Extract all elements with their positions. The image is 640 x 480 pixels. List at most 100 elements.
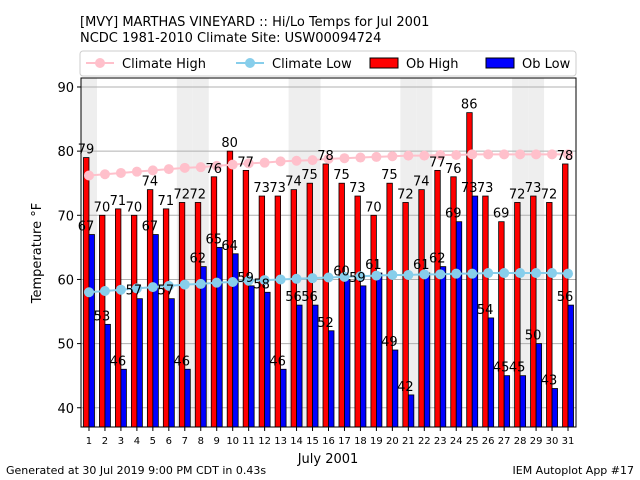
climate-high-point xyxy=(179,162,190,173)
x-tick-label: 24 xyxy=(450,436,463,447)
x-tick-label: 30 xyxy=(546,436,559,447)
climate-low-point xyxy=(259,275,270,286)
climate-high-point xyxy=(435,149,446,160)
ob-high-label: 76 xyxy=(205,162,222,177)
ob-low-label: 67 xyxy=(142,220,159,235)
chart-title-line2: NCDC 1981-2010 Climate Site: USW00094724 xyxy=(80,31,381,46)
ob-low-bar xyxy=(88,234,95,428)
climate-high-point xyxy=(403,150,414,161)
ob-high-label: 80 xyxy=(221,136,238,151)
x-tick-label: 17 xyxy=(338,436,351,447)
ob-high-bar xyxy=(530,195,537,428)
climate-low-point xyxy=(435,269,446,280)
ob-low-bar xyxy=(296,304,303,428)
ob-high-label: 75 xyxy=(301,168,318,183)
climate-low-point xyxy=(323,272,334,283)
climate-low-point xyxy=(115,284,126,295)
ob-high-bar xyxy=(418,189,425,428)
x-tick-label: 13 xyxy=(274,436,287,447)
climate-high-point xyxy=(259,157,270,168)
ob-high-bar xyxy=(498,221,505,428)
climate-high-point xyxy=(387,151,398,162)
climate-high-point xyxy=(115,167,126,178)
ob-high-label: 73 xyxy=(269,181,286,196)
x-tick-label: 6 xyxy=(166,436,172,447)
ob-high-bar xyxy=(115,208,122,428)
ob-low-bar xyxy=(200,266,207,428)
ob-low-bar xyxy=(344,279,351,428)
climate-low-point xyxy=(307,273,318,284)
ob-low-label: 62 xyxy=(189,252,206,267)
climate-low-point xyxy=(483,268,494,279)
climate-high-point xyxy=(547,149,558,160)
ob-low-label: 46 xyxy=(269,354,286,369)
legend-label: Ob Low xyxy=(522,57,571,72)
ob-low-bar xyxy=(407,394,415,428)
x-tick-label: 15 xyxy=(306,436,319,447)
climate-high-point xyxy=(531,149,542,160)
legend-label: Climate High xyxy=(122,57,206,72)
climate-low-point xyxy=(99,285,110,296)
ob-high-label: 70 xyxy=(126,200,143,215)
ob-low-bar xyxy=(439,266,447,428)
ob-high-label: 86 xyxy=(461,98,478,113)
climate-high-point xyxy=(563,149,574,160)
ob-low-label: 64 xyxy=(221,239,238,254)
climate-high-point xyxy=(99,169,110,180)
legend-label: Ob High xyxy=(406,57,459,72)
ob-low-label: 69 xyxy=(445,207,462,222)
ob-high-bar xyxy=(162,208,170,428)
ob-high-label: 73 xyxy=(349,181,366,196)
climate-low-point xyxy=(83,287,94,298)
climate-high-point xyxy=(291,155,302,166)
climate-low-point xyxy=(499,268,510,279)
ob-low-label: 57 xyxy=(158,284,175,299)
climate-low-point xyxy=(371,270,382,281)
climate-high-point xyxy=(419,150,430,161)
ob-low-label: 56 xyxy=(557,290,574,305)
climate-high-point xyxy=(371,151,382,162)
ob-low-label: 57 xyxy=(126,284,143,299)
x-tick-label: 10 xyxy=(226,436,239,447)
ob-low-label: 53 xyxy=(94,309,111,324)
x-tick-label: 4 xyxy=(134,436,140,447)
climate-high-point xyxy=(499,149,510,160)
ob-high-label: 73 xyxy=(477,181,494,196)
ob-high-bar xyxy=(290,189,297,428)
x-tick-label: 20 xyxy=(386,436,399,447)
ob-high-bar xyxy=(242,169,250,428)
x-tick-label: 25 xyxy=(466,436,479,447)
y-tick-label: 60 xyxy=(57,273,74,288)
legend-label: Climate Low xyxy=(272,57,352,72)
x-tick-label: 26 xyxy=(482,436,495,447)
ob-high-bar xyxy=(546,202,553,428)
ob-low-bar xyxy=(120,368,127,428)
ob-low-bar xyxy=(104,323,111,428)
ob-high-label: 72 xyxy=(397,187,414,202)
x-tick-label: 31 xyxy=(562,436,575,447)
ob-low-bar xyxy=(248,285,255,428)
x-tick-label: 19 xyxy=(370,436,383,447)
x-tick-label: 21 xyxy=(402,436,415,447)
climate-low-point xyxy=(515,268,526,279)
ob-low-label: 56 xyxy=(301,290,318,305)
climate-low-point xyxy=(403,269,414,280)
ob-low-label: 46 xyxy=(174,354,191,369)
legend-marker xyxy=(95,58,105,68)
climate-low-point xyxy=(547,268,558,279)
ob-low-label: 61 xyxy=(365,258,382,273)
ob-low-bar xyxy=(567,304,574,428)
x-tick-label: 9 xyxy=(214,436,220,447)
ob-low-label: 65 xyxy=(205,232,222,247)
climate-low-point xyxy=(195,278,206,289)
climate-low-point xyxy=(339,271,350,282)
y-tick-label: 50 xyxy=(57,338,74,353)
ob-low-label: 60 xyxy=(333,264,350,279)
climate-high-point xyxy=(467,149,478,160)
chart-title-line1: [MVY] MARTHAS VINEYARD :: Hi/Lo Temps fo… xyxy=(80,15,429,30)
ob-high-label: 72 xyxy=(541,187,558,202)
ob-high-bar xyxy=(434,169,441,428)
climate-low-point xyxy=(163,280,174,291)
x-tick-label: 18 xyxy=(354,436,367,447)
climate-low-point xyxy=(131,283,142,294)
